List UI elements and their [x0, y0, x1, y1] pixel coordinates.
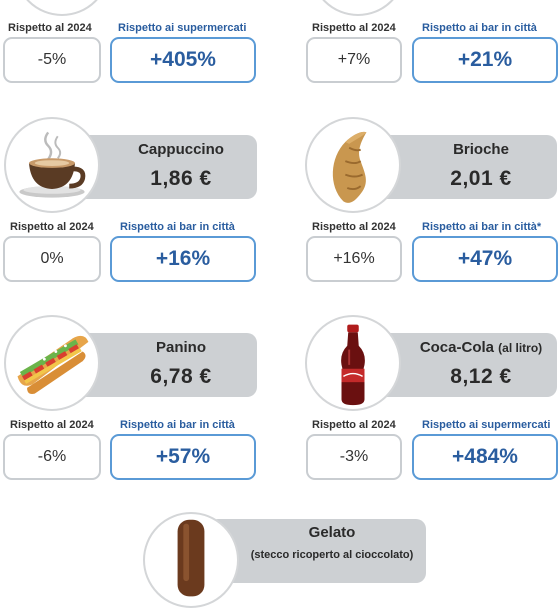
delta-year-box: +7%	[306, 37, 402, 83]
product-name: Brioche	[453, 141, 509, 158]
label-compare: Rispetto ai bar in città	[120, 221, 235, 233]
delta-year-box: 0%	[3, 236, 101, 282]
delta-year-box: -6%	[3, 434, 101, 480]
product-subtitle: (stecco ricoperto al cioccolato)	[250, 549, 414, 561]
product-name-panel: Gelato (stecco ricoperto al cioccolato)	[208, 519, 426, 583]
product-name: Panino	[155, 339, 206, 356]
label-year: Rispetto al 2024	[10, 419, 94, 431]
product-price: 1,86 €	[150, 167, 212, 190]
product-name-extra: (al litro)	[498, 341, 543, 355]
label-compare: Rispetto ai supermercati	[118, 22, 247, 34]
delta-compare-box: +405%	[110, 37, 256, 83]
label-year: Rispetto al 2024	[312, 419, 396, 431]
label-year: Rispetto al 2024	[312, 221, 396, 233]
croissant-icon	[305, 117, 401, 213]
sandwich-icon	[4, 315, 100, 411]
top-right-icon-circle	[310, 0, 406, 16]
product-price: 8,12 €	[450, 365, 512, 388]
label-year: Rispetto al 2024	[312, 22, 396, 34]
delta-compare-box: +21%	[412, 37, 558, 83]
delta-compare-box: +484%	[412, 434, 558, 480]
delta-compare-box: +57%	[110, 434, 256, 480]
product-name: Coca-Cola (al litro)	[419, 339, 543, 356]
label-compare: Rispetto ai bar in città	[422, 22, 537, 34]
delta-compare-box: +47%	[412, 236, 558, 282]
product-price: 6,78 €	[150, 365, 212, 388]
cappuccino-cup-icon	[4, 117, 100, 213]
product-name: Cappuccino	[138, 141, 224, 158]
label-compare: Rispetto ai bar in città*	[422, 221, 542, 233]
product-name: Gelato	[308, 524, 356, 541]
delta-year-box: +16%	[306, 236, 402, 282]
label-year: Rispetto al 2024	[8, 22, 92, 34]
label-year: Rispetto al 2024	[10, 221, 94, 233]
cola-bottle-icon	[305, 315, 401, 411]
ice-cream-stick-icon	[143, 512, 239, 608]
product-price: 2,01 €	[450, 167, 512, 190]
label-compare: Rispetto ai supermercati	[422, 419, 551, 431]
label-compare: Rispetto ai bar in città	[120, 419, 235, 431]
delta-year-box: -3%	[306, 434, 402, 480]
delta-year-box: -5%	[3, 37, 101, 83]
top-left-icon-circle	[14, 0, 110, 16]
delta-compare-box: +16%	[110, 236, 256, 282]
